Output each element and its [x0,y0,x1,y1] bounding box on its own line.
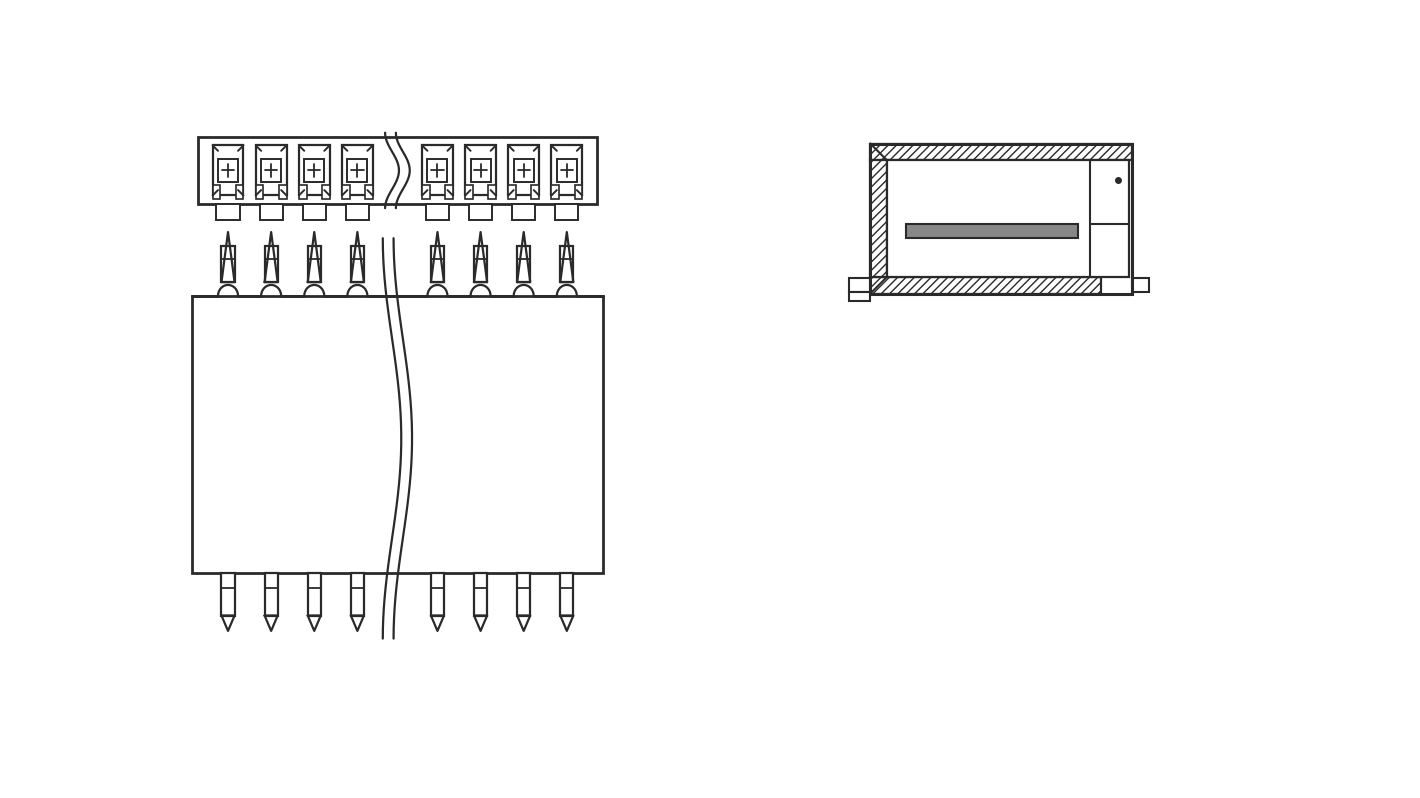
Bar [870,144,1132,294]
Bar [557,159,577,182]
Bar [298,145,329,196]
Bar [308,246,321,282]
Bar [474,573,487,615]
Bar [261,159,281,182]
Bar [346,204,369,219]
Bar [351,246,364,282]
Bar [222,573,234,615]
Bar [561,573,574,615]
Bar [517,573,530,615]
Bar [351,573,364,615]
Bar [260,204,283,219]
Bar [278,184,287,199]
Bar [551,145,582,196]
Bar [256,145,287,196]
Bar [348,159,368,182]
Bar [308,573,321,615]
Bar [430,573,444,615]
Bar [488,184,496,199]
Bar [561,246,574,282]
Bar [513,204,535,219]
Bar [427,159,447,182]
Bar [342,145,373,196]
Bar [575,184,582,199]
Bar [531,184,540,199]
Bar [422,184,430,199]
Bar [192,296,604,573]
Bar [470,159,490,182]
Bar [551,184,559,199]
Bar [888,160,1129,277]
Bar [444,184,453,199]
Bar [236,184,243,199]
Bar [430,246,444,282]
Bar [219,159,239,182]
Bar [365,184,373,199]
Bar [508,184,515,199]
Bar [466,145,496,196]
Bar [508,145,540,196]
Bar [264,573,278,615]
Bar [849,279,870,292]
Bar [256,184,264,199]
Bar [302,204,325,219]
Bar [849,292,870,302]
Bar [517,246,530,282]
Bar [304,159,324,182]
Bar [906,224,1078,239]
PathPatch shape [870,144,1132,160]
Bar [555,204,578,219]
Bar [469,204,493,219]
Bar [1132,279,1149,292]
Bar [213,184,220,199]
Bar [222,246,234,282]
Bar [197,136,596,204]
Bar [213,145,243,196]
Bar [264,246,278,282]
Bar [474,246,487,282]
Bar [422,145,453,196]
Bar [342,184,349,199]
Bar [216,204,240,219]
Bar [514,159,534,182]
PathPatch shape [870,160,888,277]
Bar [298,184,307,199]
Bar [322,184,329,199]
Bar [426,204,449,219]
Bar [466,184,473,199]
PathPatch shape [870,277,1100,294]
